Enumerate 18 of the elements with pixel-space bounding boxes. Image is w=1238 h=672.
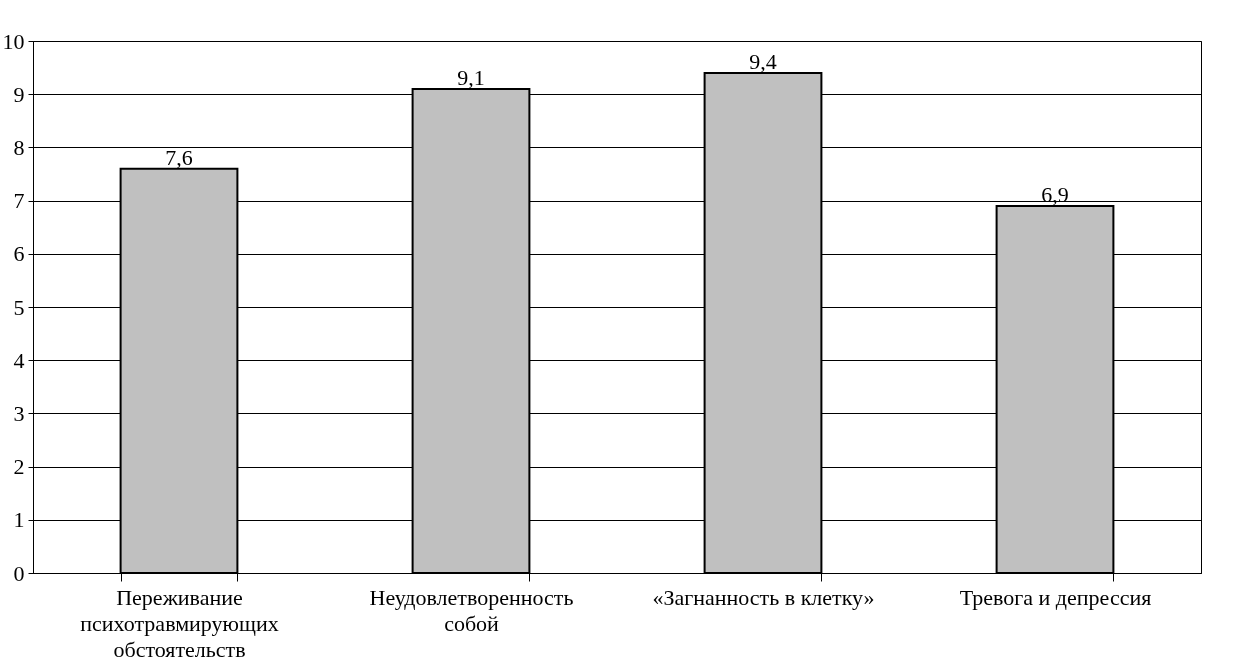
y-tick-label: 2 — [13, 454, 25, 480]
x-tick-label: «Загнанность в клетку» — [652, 584, 875, 610]
y-tick-label: 10 — [2, 28, 25, 54]
x-tick-label: Переживание психотравмирующих обстоятельств — [80, 584, 279, 662]
data-label: 9,4 — [749, 48, 777, 74]
y-tick-label: 4 — [13, 347, 25, 373]
y-tick-label: 5 — [13, 294, 25, 320]
y-tick-label: 8 — [13, 134, 25, 160]
x-tick-label: Тревога и депрессия — [959, 584, 1152, 610]
y-tick-label: 0 — [13, 560, 25, 586]
data-label: 9,1 — [457, 64, 485, 90]
y-tick-label: 1 — [13, 507, 25, 533]
y-tick-label: 9 — [13, 81, 25, 107]
y-tick-label: 3 — [13, 400, 25, 426]
y-tick-label: 6 — [13, 241, 25, 267]
y-tick-label: 7 — [13, 188, 25, 214]
x-tick-label: Неудовлетворенность собой — [369, 584, 574, 636]
data-label: 7,6 — [165, 144, 193, 170]
